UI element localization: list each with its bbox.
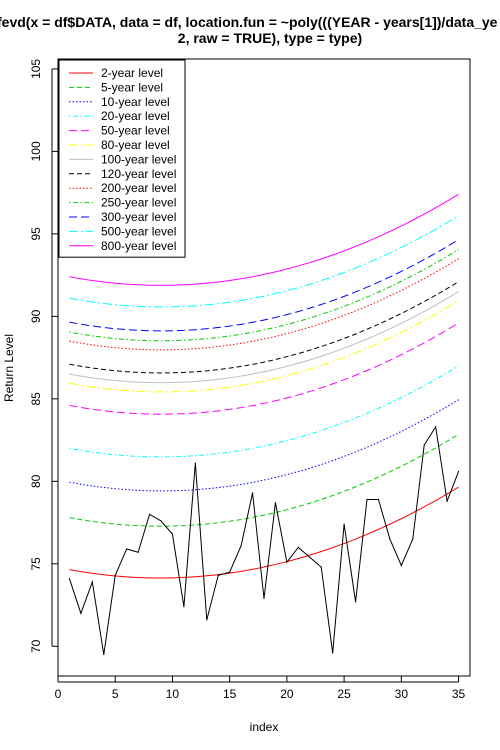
series-line <box>69 291 459 384</box>
observed-point <box>286 561 288 563</box>
legend-label: 2-year level <box>101 66 163 80</box>
observed-point <box>400 564 402 567</box>
observed-point <box>80 612 82 614</box>
x-tick-label: 5 <box>112 687 119 701</box>
y-tick-label: 85 <box>29 392 43 406</box>
observed-point <box>309 556 311 558</box>
legend-label: 20-year level <box>101 109 170 123</box>
legend-label: 80-year level <box>101 138 170 152</box>
plot-frame <box>57 58 471 677</box>
x-tick-label: 35 <box>452 687 466 701</box>
y-axis-label: Return Level <box>2 334 16 402</box>
observed-point <box>332 652 334 654</box>
series-line <box>69 258 459 351</box>
legend-label: 250-year level <box>101 196 176 210</box>
observed-point <box>194 462 196 464</box>
chart-title-line2: 2, raw = TRUE), type = type) <box>178 30 362 46</box>
observed-point <box>435 426 437 428</box>
observed-point <box>343 523 345 525</box>
observed-point <box>137 551 139 553</box>
series-line <box>69 486 459 579</box>
observed-point <box>114 574 116 576</box>
observed-point <box>183 606 185 608</box>
observed-point <box>274 502 277 504</box>
observed-point <box>366 498 368 501</box>
legend-label: 100-year level <box>101 152 176 166</box>
observed-point <box>457 470 460 473</box>
series-line <box>69 433 459 527</box>
legend-label: 300-year level <box>101 210 176 224</box>
x-tick-label: 20 <box>280 687 294 701</box>
observed-point <box>171 533 174 535</box>
observed-point <box>240 545 242 547</box>
axes-layer: 0 5 10 15 20 25 30 35 70 75 80 85 90 95 100 105 <box>29 59 466 701</box>
y-tick-label: 90 <box>29 309 43 323</box>
observed-point <box>251 492 254 494</box>
observed-point <box>377 498 380 501</box>
series-line <box>69 215 459 308</box>
observed-point <box>354 601 357 603</box>
legend-label: 10-year level <box>101 95 170 109</box>
observed-point <box>206 619 208 621</box>
series-line <box>69 281 459 374</box>
legend-box <box>58 59 186 258</box>
series-line <box>69 322 459 415</box>
observed-point <box>229 571 231 573</box>
observed-data-line <box>68 425 460 655</box>
chart-title-line1: fevd(x = df$DATA, data = df, location.fu… <box>0 14 498 30</box>
y-tick-label: 105 <box>29 59 43 79</box>
series-line <box>69 249 459 342</box>
observed-point <box>68 578 71 580</box>
legend-label: 500-year level <box>101 224 176 238</box>
x-tick-label: 25 <box>337 687 351 701</box>
x-tick-label: 10 <box>166 687 180 701</box>
legend-label: 50-year level <box>101 124 170 138</box>
observed-point <box>91 581 93 583</box>
y-tick-label: 80 <box>29 474 43 488</box>
legend-label: 200-year level <box>101 181 176 195</box>
observed-point <box>217 574 219 576</box>
y-tick-label: 75 <box>29 557 43 571</box>
legend-label: 120-year level <box>101 167 176 181</box>
observed-point <box>423 444 425 446</box>
x-tick-label: 0 <box>55 687 62 701</box>
series-line <box>69 193 459 286</box>
observed-point <box>446 500 448 502</box>
observed-point <box>389 538 391 540</box>
series-line <box>69 239 459 332</box>
observed-layer <box>68 425 460 656</box>
legend-label: 5-year level <box>101 80 163 94</box>
y-tick-label: 100 <box>29 141 43 161</box>
series-layer <box>69 193 459 579</box>
x-axis-label: index <box>250 720 279 734</box>
observed-point <box>126 548 128 550</box>
series-line <box>69 399 459 492</box>
observed-point <box>412 538 414 540</box>
x-tick-label: 15 <box>223 687 237 701</box>
observed-point <box>320 566 322 568</box>
legend-label: 800-year level <box>101 239 176 253</box>
series-line <box>69 300 459 393</box>
observed-point <box>297 546 299 548</box>
series-line <box>69 365 459 458</box>
observed-point <box>148 513 151 515</box>
x-tick-label: 30 <box>395 687 409 701</box>
observed-point <box>103 653 105 656</box>
observed-point <box>160 520 162 522</box>
observed-point <box>263 597 265 600</box>
y-tick-label: 70 <box>29 639 43 653</box>
y-tick-label: 95 <box>29 227 43 241</box>
